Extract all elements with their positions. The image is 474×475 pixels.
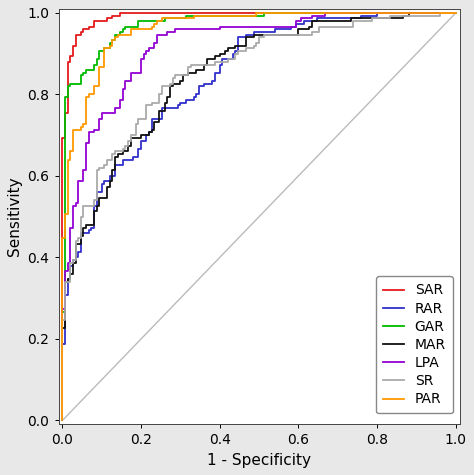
Legend: SAR, RAR, GAR, MAR, LPA, SR, PAR: SAR, RAR, GAR, MAR, LPA, SR, PAR (376, 276, 453, 413)
Y-axis label: Sensitivity: Sensitivity (7, 177, 22, 256)
X-axis label: 1 - Specificity: 1 - Specificity (207, 453, 311, 468)
